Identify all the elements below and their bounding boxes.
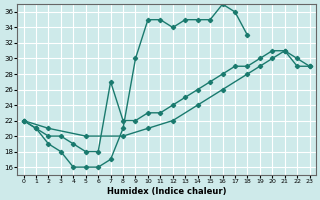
X-axis label: Humidex (Indice chaleur): Humidex (Indice chaleur) <box>107 187 226 196</box>
